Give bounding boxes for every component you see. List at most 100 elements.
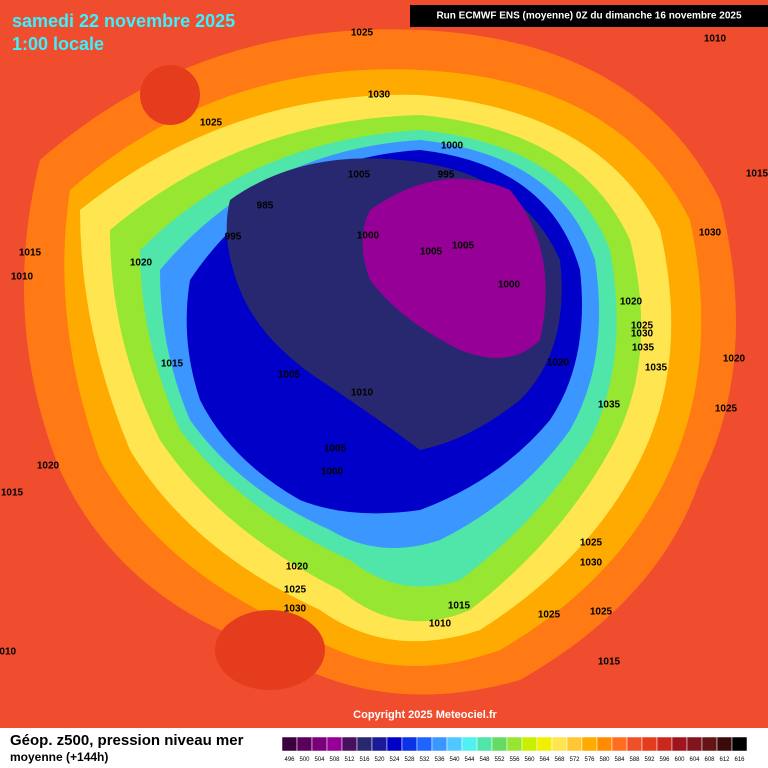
legend-label: 520 xyxy=(374,757,385,763)
isobar-label: 1020 xyxy=(37,461,60,472)
legend-label: 612 xyxy=(719,757,730,763)
legend-swatch xyxy=(551,736,568,752)
isobar-label: 1015 xyxy=(598,657,621,668)
isobar-label: 1010 xyxy=(11,272,34,283)
legend-label: 564 xyxy=(539,757,550,763)
legend-label: 508 xyxy=(329,757,340,763)
copyright: Copyright 2025 Meteociel.fr xyxy=(353,709,497,721)
isobar-label: 1025 xyxy=(284,585,307,596)
isobar-label: 1025 xyxy=(580,538,603,549)
legend-swatch xyxy=(581,736,598,752)
legend-label: 540 xyxy=(449,757,460,763)
isobar-label: 1020 xyxy=(723,354,746,365)
map-title: samedi 22 novembre 2025 xyxy=(12,11,235,31)
legend-swatch xyxy=(731,736,748,752)
isobar-label: 1015 xyxy=(746,169,768,180)
legend-swatch xyxy=(701,736,718,752)
legend-swatch xyxy=(626,736,643,752)
isobar-label: 1005 xyxy=(348,170,371,181)
legend-label: 544 xyxy=(464,757,475,763)
legend-swatch xyxy=(716,736,733,752)
legend-swatch xyxy=(611,736,628,752)
legend-swatch xyxy=(536,736,553,752)
legend-swatch xyxy=(416,736,433,752)
isobar-label: 1005 xyxy=(324,444,347,455)
legend-swatch xyxy=(326,736,343,752)
isobar-label: 1025 xyxy=(715,404,738,415)
legend-swatch xyxy=(371,736,388,752)
isobar-label: 1015 xyxy=(448,601,471,612)
isobar-label: 1000 xyxy=(498,280,521,291)
isobar-label: 1020 xyxy=(547,358,570,369)
legend-label: 524 xyxy=(389,757,400,763)
legend-swatch xyxy=(521,736,538,752)
legend-label: 592 xyxy=(644,757,655,763)
legend-swatch xyxy=(431,736,448,752)
isobar-label: 985 xyxy=(257,201,274,212)
isobar-label: 1000 xyxy=(441,141,464,152)
isobar-label: 1035 xyxy=(598,400,621,411)
legend-label: 552 xyxy=(494,757,505,763)
isobar-label: 1035 xyxy=(632,343,655,354)
legend-label: 496 xyxy=(284,757,295,763)
isobar-label: 1030 xyxy=(368,90,391,101)
isobar-label: 1030 xyxy=(284,604,307,615)
isobar-label: 1035 xyxy=(645,363,668,374)
legend-label: 608 xyxy=(704,757,715,763)
legend-swatch xyxy=(641,736,658,752)
isobar-label: 1000 xyxy=(321,467,344,478)
legend-label: 604 xyxy=(689,757,700,763)
isobar-label: 1030 xyxy=(699,228,722,239)
legend-label: 516 xyxy=(359,757,370,763)
footer-subtitle: moyenne (+144h) xyxy=(10,750,108,764)
legend-swatch xyxy=(311,736,328,752)
legend-label: 500 xyxy=(299,757,310,763)
legend-swatch xyxy=(356,736,373,752)
legend-label: 568 xyxy=(554,757,565,763)
isobar-label: 1005 xyxy=(420,247,443,258)
map-subtitle: 1:00 locale xyxy=(12,34,104,54)
legend-swatch xyxy=(386,736,403,752)
isobar-label: 1025 xyxy=(590,607,613,618)
isobar-label: 1030 xyxy=(580,558,603,569)
isobar-label: 1005 xyxy=(452,241,475,252)
legend-label: 584 xyxy=(614,757,625,763)
isobar-label: 1010 xyxy=(351,388,374,399)
legend-label: 512 xyxy=(344,757,355,763)
legend-swatch xyxy=(401,736,418,752)
legend-swatch xyxy=(506,736,523,752)
geopotential-fields xyxy=(24,29,736,695)
isobar-label: 1010 xyxy=(0,647,17,658)
legend-swatch xyxy=(476,736,493,752)
isobar-label: 995 xyxy=(225,232,242,243)
legend-label: 556 xyxy=(509,757,520,763)
legend-swatch xyxy=(671,736,688,752)
legend-swatch xyxy=(281,736,298,752)
isobar-label: 1025 xyxy=(538,610,561,621)
legend-label: 596 xyxy=(659,757,670,763)
legend-label: 560 xyxy=(524,757,535,763)
legend-label: 536 xyxy=(434,757,445,763)
run-box xyxy=(410,5,768,27)
isobar-label: 1020 xyxy=(620,297,643,308)
isobar-label: 1015 xyxy=(161,359,184,370)
legend-swatch xyxy=(686,736,703,752)
isobar-label: 1005 xyxy=(278,370,301,381)
run-info: Run ECMWF ENS (moyenne) 0Z du dimanche 1… xyxy=(436,11,742,22)
isobar-label: 995 xyxy=(438,170,455,181)
legend-label: 532 xyxy=(419,757,430,763)
legend-label: 572 xyxy=(569,757,580,763)
legend-swatch xyxy=(596,736,613,752)
isobar-label: 1010 xyxy=(429,619,452,630)
legend-swatch xyxy=(656,736,673,752)
legend-label: 600 xyxy=(674,757,685,763)
legend-label: 576 xyxy=(584,757,595,763)
isobar-label: 1025 xyxy=(351,28,374,39)
legend-swatch xyxy=(566,736,583,752)
legend-swatch xyxy=(296,736,313,752)
isobar-label: 1030 xyxy=(631,329,654,340)
legend-label: 580 xyxy=(599,757,610,763)
legend-swatch xyxy=(491,736,508,752)
isobar-label: 1015 xyxy=(19,248,42,259)
